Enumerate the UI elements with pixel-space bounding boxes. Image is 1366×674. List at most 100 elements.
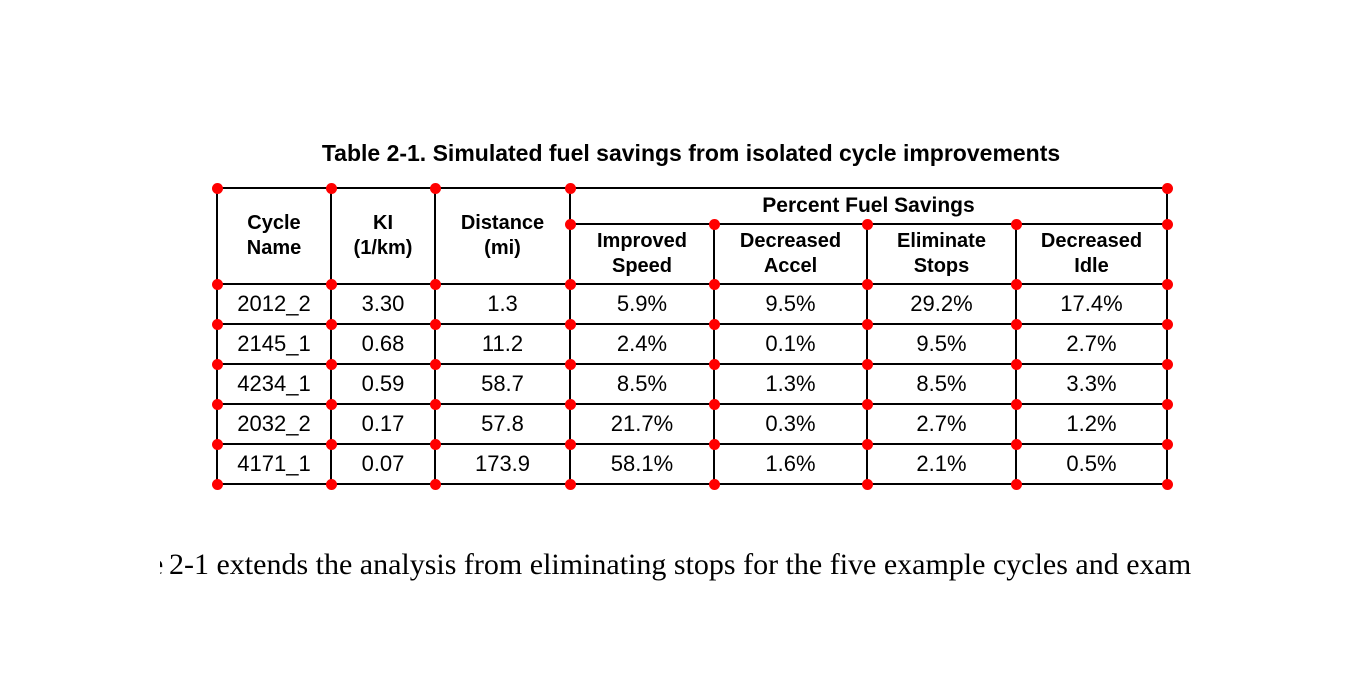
- grid-marker-dot: [429, 398, 441, 410]
- grid-marker-dot: [1161, 398, 1173, 410]
- grid-marker-dot: [861, 218, 873, 230]
- cell-ki: 0.07: [332, 445, 436, 485]
- grid-marker-dot: [564, 438, 576, 450]
- grid-marker-dot: [708, 478, 720, 490]
- grid-marker-dot: [564, 358, 576, 370]
- grid-marker-dot: [325, 278, 337, 290]
- grid-marker-dot: [211, 478, 223, 490]
- grid-marker-dot: [861, 398, 873, 410]
- grid-marker-dot: [1010, 398, 1022, 410]
- grid-marker-dot: [1010, 478, 1022, 490]
- grid-marker-dot: [708, 398, 720, 410]
- cell-decreased-accel: 0.3%: [715, 405, 868, 445]
- cell-eliminate-stops: 2.1%: [868, 445, 1017, 485]
- cell-ki: 3.30: [332, 285, 436, 325]
- cell-decreased-accel: 1.3%: [715, 365, 868, 405]
- cell-decreased-accel: 1.6%: [715, 445, 868, 485]
- grid-marker-dot: [1161, 218, 1173, 230]
- grid-marker-dot: [429, 278, 441, 290]
- grid-marker-dot: [861, 438, 873, 450]
- grid-marker-dot: [1010, 438, 1022, 450]
- grid-marker-dot: [211, 182, 223, 194]
- grid-marker-dot: [211, 398, 223, 410]
- cell-improved-speed: 8.5%: [571, 365, 715, 405]
- grid-marker-dot: [325, 398, 337, 410]
- grid-marker-dot: [211, 438, 223, 450]
- grid-marker-dot: [325, 358, 337, 370]
- grid-marker-dot: [564, 182, 576, 194]
- cell-improved-speed: 5.9%: [571, 285, 715, 325]
- grid-marker-dot: [325, 478, 337, 490]
- cell-distance: 173.9: [436, 445, 571, 485]
- grid-marker-dot: [325, 438, 337, 450]
- cell-ki: 0.17: [332, 405, 436, 445]
- cell-ki: 0.68: [332, 325, 436, 365]
- clipped-char: e: [160, 546, 164, 584]
- grid-marker-dot: [211, 278, 223, 290]
- grid-marker-dot: [708, 438, 720, 450]
- header-ki: KI (1/km): [332, 189, 436, 285]
- header-decreased-idle: Decreased Idle: [1017, 225, 1168, 285]
- cell-cycle-name: 2032_2: [218, 405, 332, 445]
- grid-marker-dot: [1161, 358, 1173, 370]
- grid-marker-dot: [861, 278, 873, 290]
- grid-marker-dot: [1161, 278, 1173, 290]
- grid-marker-dot: [325, 318, 337, 330]
- fuel-savings-table: Cycle Name KI (1/km) Distance (mi) Perce…: [216, 187, 1168, 485]
- grid-marker-dot: [1161, 182, 1173, 194]
- cell-decreased-idle: 1.2%: [1017, 405, 1168, 445]
- grid-marker-dot: [708, 278, 720, 290]
- cell-eliminate-stops: 9.5%: [868, 325, 1017, 365]
- grid-marker-dot: [1161, 318, 1173, 330]
- grid-marker-dot: [564, 478, 576, 490]
- table-caption: Table 2-1. Simulated fuel savings from i…: [321, 140, 1061, 166]
- grid-marker-dot: [564, 278, 576, 290]
- cell-eliminate-stops: 2.7%: [868, 405, 1017, 445]
- grid-marker-dot: [1161, 478, 1173, 490]
- cell-ki: 0.59: [332, 365, 436, 405]
- header-improved-speed: Improved Speed: [571, 225, 715, 285]
- cell-improved-speed: 21.7%: [571, 405, 715, 445]
- grid-marker-dot: [564, 218, 576, 230]
- header-eliminate-stops: Eliminate Stops: [868, 225, 1017, 285]
- grid-marker-dot: [861, 318, 873, 330]
- grid-marker-dot: [564, 318, 576, 330]
- grid-marker-dot: [429, 478, 441, 490]
- cell-decreased-idle: 0.5%: [1017, 445, 1168, 485]
- cell-decreased-idle: 17.4%: [1017, 285, 1168, 325]
- cell-decreased-idle: 3.3%: [1017, 365, 1168, 405]
- grid-marker-dot: [708, 358, 720, 370]
- grid-marker-dot: [325, 182, 337, 194]
- cell-eliminate-stops: 8.5%: [868, 365, 1017, 405]
- cell-distance: 58.7: [436, 365, 571, 405]
- grid-marker-dot: [861, 478, 873, 490]
- cell-decreased-accel: 9.5%: [715, 285, 868, 325]
- grid-marker-dot: [429, 438, 441, 450]
- cell-cycle-name: 4171_1: [218, 445, 332, 485]
- cell-distance: 1.3: [436, 285, 571, 325]
- cell-eliminate-stops: 29.2%: [868, 285, 1017, 325]
- grid-marker-dot: [1010, 218, 1022, 230]
- cell-distance: 57.8: [436, 405, 571, 445]
- grid-marker-dot: [861, 358, 873, 370]
- cell-improved-speed: 58.1%: [571, 445, 715, 485]
- grid-marker-dot: [429, 318, 441, 330]
- header-cycle-name: Cycle Name: [218, 189, 332, 285]
- grid-marker-dot: [211, 358, 223, 370]
- grid-marker-dot: [1010, 358, 1022, 370]
- grid-marker-dot: [1161, 438, 1173, 450]
- grid-marker-dot: [429, 182, 441, 194]
- cell-decreased-accel: 0.1%: [715, 325, 868, 365]
- grid-marker-dot: [708, 218, 720, 230]
- header-distance: Distance (mi): [436, 189, 571, 285]
- grid-marker-dot: [1010, 318, 1022, 330]
- cell-distance: 11.2: [436, 325, 571, 365]
- grid-marker-dot: [1010, 278, 1022, 290]
- cell-cycle-name: 2145_1: [218, 325, 332, 365]
- header-decreased-accel: Decreased Accel: [715, 225, 868, 285]
- grid-marker-dot: [564, 398, 576, 410]
- cell-improved-speed: 2.4%: [571, 325, 715, 365]
- grid-marker-dot: [211, 318, 223, 330]
- grid-marker-dot: [429, 358, 441, 370]
